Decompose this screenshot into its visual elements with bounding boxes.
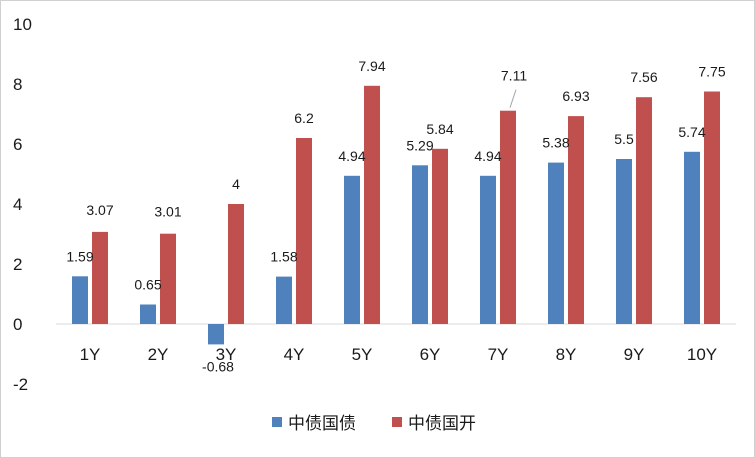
x-category-label: 1Y: [80, 345, 101, 364]
legend-label-series-2: 中债国开: [408, 414, 476, 433]
x-axis-categories: 1Y 2Y 3Y 4Y 5Y 6Y 7Y 8Y 9Y 10Y: [80, 345, 718, 364]
x-category-label: 5Y: [352, 345, 373, 364]
y-tick-label: 8: [13, 75, 22, 94]
bar-series-1-6Y: [412, 165, 428, 324]
data-label-series-1: 1.58: [270, 249, 297, 265]
data-label-series-1: 5.5: [614, 131, 634, 147]
y-tick-label: -2: [13, 375, 28, 394]
bar-series-1-1Y: [72, 276, 88, 324]
data-label-series-2: 3.07: [86, 202, 113, 218]
bar-series-2-4Y: [296, 138, 312, 324]
data-label-series-1: 0.65: [134, 277, 161, 293]
legend-label-series-1: 中债国债: [288, 414, 356, 433]
data-label-series-2: 3.01: [154, 204, 181, 220]
data-label-series-1: 5.74: [678, 124, 705, 140]
data-label-series-2: 6.93: [562, 88, 589, 104]
legend-swatch-series-2: [392, 417, 402, 427]
data-label-series-2: 6.2: [294, 110, 314, 126]
bar-series-1-10Y: [684, 151, 700, 324]
data-label-series-2: 5.84: [426, 121, 453, 137]
data-label-series-1: 1.59: [66, 248, 93, 264]
data-label-series-2: 4: [232, 176, 240, 192]
data-label-series-1: 5.38: [542, 135, 569, 151]
data-label-series-1: -0.68: [202, 358, 234, 374]
data-label-series-2: 7.94: [358, 58, 385, 74]
bar-series-1-4Y: [276, 276, 292, 324]
bars: [72, 85, 720, 345]
x-category-label: 10Y: [687, 345, 717, 364]
bar-series-2-8Y: [568, 116, 584, 324]
data-label-series-2: 7.11: [501, 68, 527, 84]
bar-series-1-9Y: [616, 159, 632, 324]
bar-series-2-3Y: [228, 204, 244, 324]
bar-series-2-1Y: [92, 231, 108, 324]
data-label-series-1: 4.94: [474, 148, 501, 164]
data-label-series-2: 7.56: [630, 69, 657, 85]
bar-series-1-5Y: [344, 175, 360, 324]
bar-series-2-9Y: [636, 97, 652, 324]
y-tick-label: 0: [13, 315, 22, 334]
x-category-label: 9Y: [624, 345, 645, 364]
bar-series-1-3Y: [208, 324, 224, 345]
data-label-series-2: 7.75: [698, 64, 725, 80]
bar-series-2-7Y: [500, 110, 516, 324]
legend: 中债国债 中债国开: [272, 414, 476, 433]
x-category-label: 6Y: [420, 345, 441, 364]
legend-swatch-series-1: [272, 417, 282, 427]
bar-series-2-2Y: [160, 233, 176, 324]
y-tick-label: 6: [13, 135, 22, 154]
data-label-leader-line: [509, 89, 517, 108]
y-axis-ticks: -2 0 2 4 6 8 10: [13, 15, 32, 394]
data-label-series-1: 4.94: [338, 148, 365, 164]
bar-series-2-5Y: [364, 85, 380, 324]
y-tick-label: 2: [13, 255, 22, 274]
bar-series-2-6Y: [432, 148, 448, 324]
data-label-series-1: 5.29: [406, 137, 433, 153]
bar-series-1-8Y: [548, 162, 564, 324]
x-category-label: 8Y: [556, 345, 577, 364]
y-tick-label: 4: [13, 195, 22, 214]
bar-series-1-2Y: [140, 304, 156, 324]
x-category-label: 3Y: [216, 345, 237, 364]
data-labels: 1.59 3.07 0.65 3.01 -0.68 4 1.58 6.2 4.94 7.94 5.2…: [66, 58, 725, 375]
bar-series-1-7Y: [480, 175, 496, 324]
bar-series-2-10Y: [704, 91, 720, 324]
x-category-label: 4Y: [284, 345, 305, 364]
x-category-label: 7Y: [488, 345, 509, 364]
y-tick-label: 10: [13, 15, 32, 34]
x-category-label: 2Y: [148, 345, 169, 364]
